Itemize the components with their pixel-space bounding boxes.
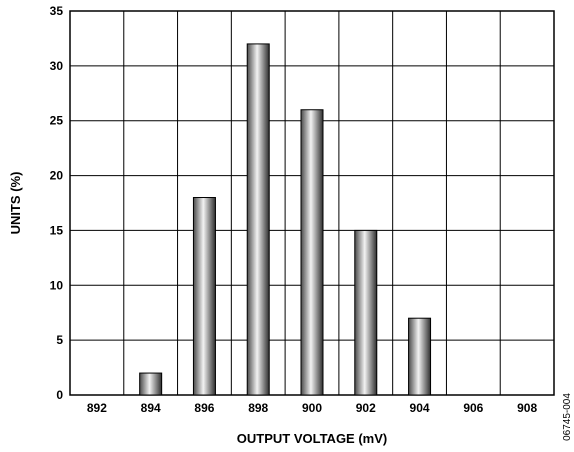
- x-tick-label: 900: [302, 401, 322, 415]
- bar-group: [139, 43, 432, 396]
- y-tick-labels: 0 5 10 15 20 25 30 35: [50, 4, 64, 402]
- y-tick-label: 30: [50, 59, 64, 73]
- bar-902: [354, 229, 378, 396]
- x-tick-labels: 892 894 896 898 900 902 904 906 908: [87, 401, 538, 415]
- x-tick-label: 908: [517, 401, 537, 415]
- x-tick-label: 902: [356, 401, 376, 415]
- y-tick-label: 25: [50, 114, 64, 128]
- y-tick-label: 0: [56, 388, 63, 402]
- x-tick-label: 904: [410, 401, 430, 415]
- y-axis-title: UNITS (%): [8, 172, 23, 235]
- x-tick-label: 906: [463, 401, 483, 415]
- bar-900: [300, 109, 324, 396]
- y-tick-label: 15: [50, 223, 64, 237]
- x-tick-label: 896: [194, 401, 214, 415]
- figure-id-label: 06745-004: [562, 393, 573, 441]
- bar-894: [139, 372, 163, 396]
- bar-896: [192, 197, 216, 396]
- x-tick-label: 894: [141, 401, 161, 415]
- x-tick-label: 892: [87, 401, 107, 415]
- x-tick-label: 898: [248, 401, 268, 415]
- bar-898: [246, 43, 270, 396]
- y-tick-label: 10: [50, 278, 64, 292]
- y-tick-label: 35: [50, 4, 64, 18]
- x-axis-title: OUTPUT VOLTAGE (mV): [237, 431, 387, 446]
- y-tick-label: 20: [50, 169, 64, 183]
- bar-904: [408, 317, 432, 396]
- y-tick-label: 5: [56, 333, 63, 347]
